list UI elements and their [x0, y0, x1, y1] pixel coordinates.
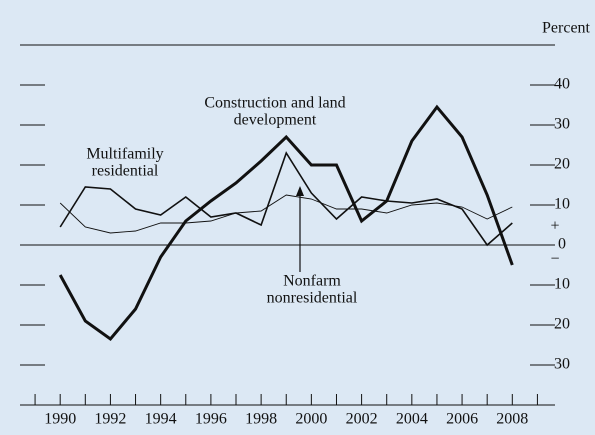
x-tick-label: 1994	[145, 411, 177, 428]
y-tick-label: 20	[554, 156, 570, 173]
series-label: Nonfarm	[283, 273, 341, 290]
series-label: development	[234, 112, 317, 129]
y-tick-label: 20	[554, 316, 570, 333]
y-tick-label: 0	[558, 236, 566, 253]
y-tick-label: 10	[554, 196, 570, 213]
y-tick-label: 10	[554, 276, 570, 293]
y-tick-label: 30	[554, 356, 570, 373]
y-tick-label: 40	[554, 76, 570, 93]
x-tick-label: 2006	[446, 411, 478, 428]
series-label: nonresidential	[267, 290, 358, 307]
series-line	[58, 104, 514, 342]
series-line	[59, 151, 513, 247]
x-tick-label: 1992	[94, 411, 126, 428]
x-tick-label: 2008	[496, 411, 528, 428]
unit-label: Percent	[542, 20, 591, 37]
series-label: Construction and land	[204, 95, 345, 112]
x-tick-label: 2004	[396, 411, 428, 428]
y-tick-label: 30	[554, 116, 570, 133]
x-tick-label: 1996	[195, 411, 227, 428]
series-label: Multifamily	[86, 146, 163, 163]
plus-sign: +	[550, 218, 559, 235]
x-tick-label: 2002	[346, 411, 378, 428]
series-label: residential	[92, 163, 159, 180]
minus-sign: −	[550, 251, 559, 268]
series-line	[59, 194, 513, 234]
arrow-head	[296, 186, 304, 196]
x-tick-label: 1998	[245, 411, 277, 428]
x-tick-label: 1990	[44, 411, 76, 428]
x-tick-label: 2000	[295, 411, 327, 428]
